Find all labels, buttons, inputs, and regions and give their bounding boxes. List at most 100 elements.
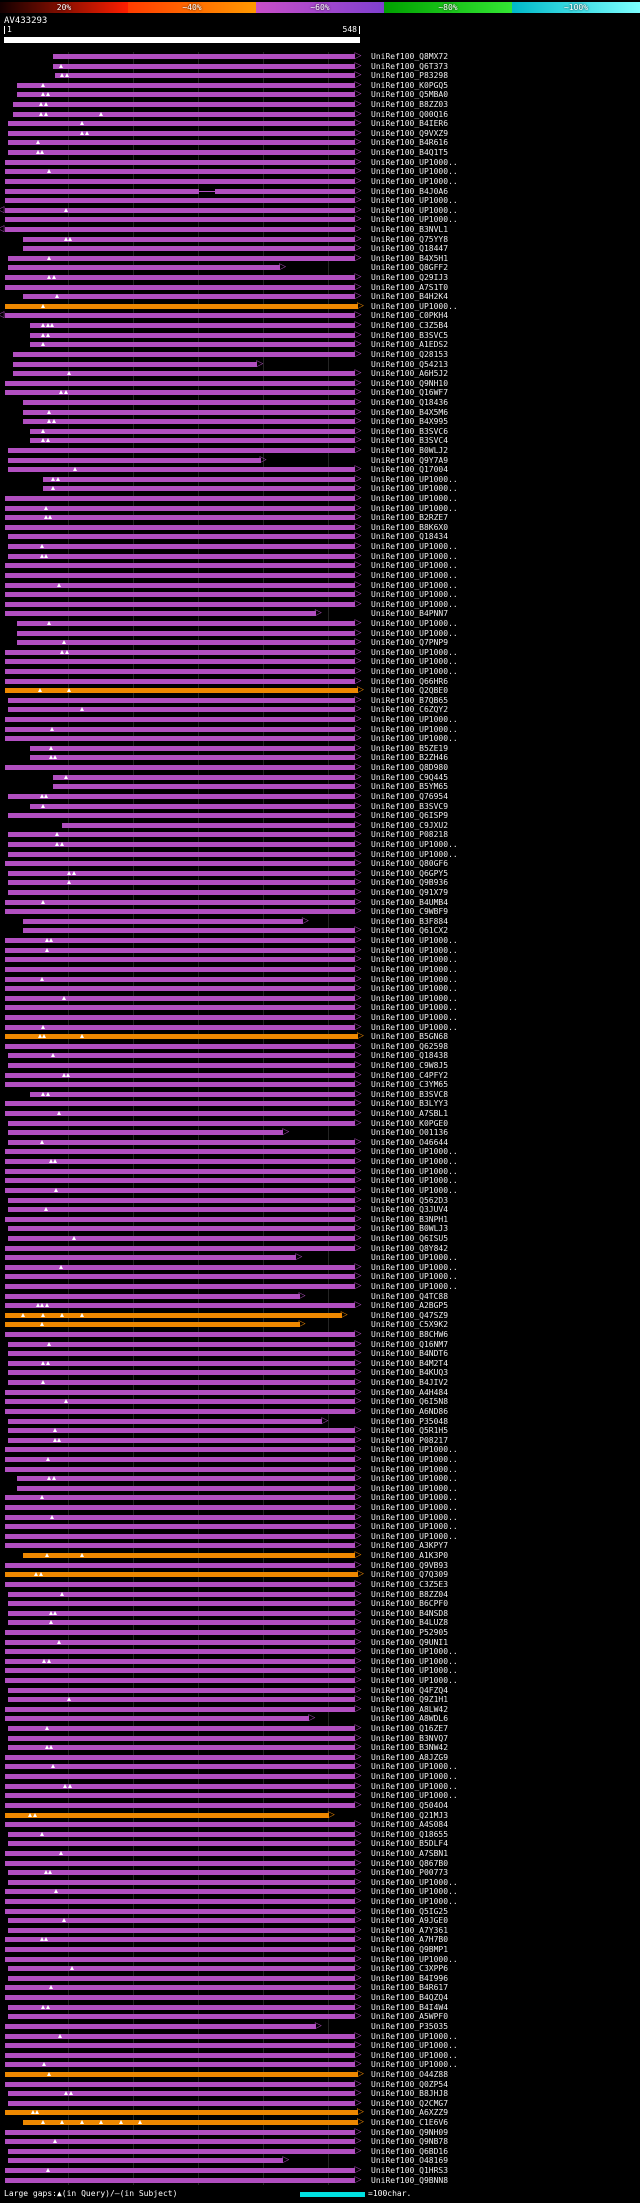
hit-label[interactable]: UniRef100_Q29IJ3 <box>371 273 449 283</box>
hit-label[interactable]: UniRef100_UP1000.. <box>371 1166 458 1176</box>
hit-label[interactable]: UniRef100_B4X995 <box>371 417 449 427</box>
hit-row[interactable]: ▷ UniRef100_UP1000.. <box>0 839 640 850</box>
hit-bar[interactable] <box>5 380 356 386</box>
hit-row[interactable]: ▷ UniRef100_A2BGP5 <box>0 1300 640 1311</box>
hit-row[interactable]: ▷ UniRef100_Q62598 <box>0 1041 640 1052</box>
hit-row[interactable]: ▷ UniRef100_Q66HR6 <box>0 676 640 687</box>
hit-row[interactable]: ▷ UniRef100_C9Q445 <box>0 772 640 783</box>
hit-bar[interactable] <box>5 572 356 578</box>
hit-label[interactable]: UniRef100_Q54213 <box>371 359 449 369</box>
hit-row[interactable]: ▷ UniRef100_UP1000.. <box>0 166 640 177</box>
hit-bar[interactable] <box>5 1716 310 1722</box>
hit-row[interactable]: ▷ UniRef100_C9W8J5 <box>0 1060 640 1071</box>
hit-bar[interactable] <box>7 880 356 886</box>
hit-row[interactable]: ▷ UniRef100_UP1000.. <box>0 214 640 225</box>
hit-row[interactable]: ▷ UniRef100_UP1000.. <box>0 541 640 552</box>
hit-bar[interactable] <box>13 371 356 377</box>
hit-bar[interactable] <box>7 544 356 550</box>
hit-bar[interactable] <box>29 342 356 348</box>
hit-row[interactable]: ▷ UniRef100_UP1000.. <box>0 714 640 725</box>
hit-bar[interactable] <box>7 447 356 453</box>
hit-bar[interactable] <box>7 1437 356 1443</box>
hit-row[interactable]: ▷ UniRef100_B4NSD8 <box>0 1608 640 1619</box>
hit-label[interactable]: UniRef100_UP1000.. <box>371 667 458 676</box>
hit-bar[interactable] <box>5 1543 356 1549</box>
hit-bar[interactable] <box>5 1408 356 1414</box>
hit-label[interactable]: UniRef100_Q504O4 <box>371 1800 449 1810</box>
hit-bar[interactable] <box>5 669 356 674</box>
hit-row[interactable]: ▷ UniRef100_UP1000.. <box>0 945 640 956</box>
hit-label[interactable]: UniRef100_C9Q445 <box>371 772 449 782</box>
hit-bar[interactable] <box>5 1043 356 1049</box>
hit-bar[interactable] <box>5 515 356 521</box>
hit-row[interactable]: ▷ UniRef100_C4PFY2 <box>0 1070 640 1081</box>
hit-label[interactable]: UniRef100_Q18438 <box>371 1051 449 1061</box>
hit-label[interactable]: UniRef100_UP1000.. <box>371 176 458 186</box>
hit-label[interactable]: UniRef100_C5X9K2 <box>371 1320 449 1330</box>
hit-row[interactable]: ▷ UniRef100_B8JHJ8 <box>0 2088 640 2099</box>
hit-label[interactable]: UniRef100_UP1000.. <box>371 570 458 580</box>
hit-bar[interactable] <box>7 150 356 156</box>
hit-bar[interactable] <box>5 390 356 396</box>
hit-row[interactable]: ▷ UniRef100_Q7Q309 <box>0 1569 640 1580</box>
hit-row[interactable]: ▷ UniRef100_UP1000.. <box>0 993 640 1004</box>
hit-row[interactable]: ▷ UniRef100_Q2CMG7 <box>0 2098 640 2109</box>
hit-bar[interactable] <box>52 54 356 59</box>
hit-row[interactable]: ▷ UniRef100_B4PNN7 <box>0 608 640 619</box>
hit-row[interactable]: ▷ UniRef100_Q5MBA0 <box>0 89 640 100</box>
hit-row[interactable]: ▷ UniRef100_O01136 <box>0 1127 640 1138</box>
hit-label[interactable]: UniRef100_UP1000.. <box>371 1531 458 1541</box>
hit-row[interactable]: ▷ UniRef100_UP1000.. <box>0 1012 640 1023</box>
hit-bar[interactable] <box>7 2004 356 2010</box>
hit-row[interactable]: ▷ UniRef100_Q8GFF2 <box>0 262 640 273</box>
hit-bar[interactable] <box>7 1601 356 1607</box>
hit-label[interactable]: UniRef100_Q76954 <box>371 791 449 801</box>
hit-bar[interactable] <box>5 1495 356 1501</box>
hit-bar[interactable] <box>5 1466 356 1472</box>
hit-label[interactable]: UniRef100_B4I996 <box>371 1973 449 1983</box>
hit-row[interactable]: ▷ UniRef100_UP1000.. <box>0 724 640 735</box>
hit-row[interactable]: ▷ UniRef100_B4LUZ8 <box>0 1617 640 1628</box>
hit-row[interactable]: ▷ UniRef100_B4J0A6 <box>0 186 640 197</box>
hit-row[interactable]: ▷ UniRef100_Q00Q16 <box>0 109 640 120</box>
hit-bar[interactable] <box>5 1178 356 1184</box>
hit-row[interactable]: ▷ UniRef100_Q61CX2 <box>0 925 640 936</box>
hit-label[interactable]: UniRef100_Q2CMG7 <box>371 2098 449 2108</box>
hit-row[interactable]: ▷ UniRef100_B3SVC8 <box>0 1089 640 1100</box>
hit-row[interactable]: ▷ UniRef100_UP1000.. <box>0 733 640 744</box>
hit-row[interactable]: ▷ UniRef100_B4NDT6 <box>0 1348 640 1359</box>
hit-label[interactable]: UniRef100_UP1000.. <box>371 503 458 513</box>
hit-label[interactable]: UniRef100_Q9BNN8 <box>371 2175 449 2185</box>
hit-row[interactable]: ▷ UniRef100_P52905 <box>0 1627 640 1638</box>
hit-row[interactable]: ▷ UniRef100_P35048 <box>0 1416 640 1427</box>
hit-bar[interactable] <box>29 428 356 434</box>
hit-bar[interactable] <box>16 1476 356 1482</box>
hit-row[interactable]: ▷ UniRef100_Q6ISP9 <box>0 810 640 821</box>
hit-bar[interactable] <box>5 2062 356 2068</box>
hit-row[interactable]: ▷ UniRef100_Q54213 <box>0 359 640 370</box>
hit-row[interactable]: ▷ UniRef100_P83298 <box>0 70 640 81</box>
hit-bar[interactable] <box>7 793 356 799</box>
hit-row[interactable]: ▷ UniRef100_UP1000.. <box>0 954 640 965</box>
hit-bar[interactable] <box>5 2043 356 2049</box>
hit-label[interactable]: UniRef100_A1K3P0 <box>371 1551 449 1561</box>
hit-row[interactable]: ▷ UniRef100_Q21MJ3 <box>0 1810 640 1821</box>
hit-label[interactable]: UniRef100_B0WLJ2 <box>371 445 449 455</box>
hit-row[interactable]: ▷ UniRef100_B4I996 <box>0 1973 640 1984</box>
hit-row[interactable]: ▷ UniRef100_UP1000.. <box>0 1954 640 1965</box>
hit-row[interactable]: ▷ UniRef100_Q6T373 <box>0 61 640 72</box>
hit-label[interactable]: UniRef100_K0PGE0 <box>371 1118 449 1128</box>
hit-bar[interactable] <box>5 2052 356 2058</box>
hit-label[interactable]: UniRef100_B4NSD8 <box>371 1608 449 1618</box>
hit-row[interactable]: ▷ UniRef100_P35035 <box>0 2021 640 2032</box>
hit-bar[interactable] <box>54 73 356 79</box>
hit-label[interactable]: UniRef100_A6H5J2 <box>371 369 449 379</box>
hit-label[interactable]: UniRef100_UP1000.. <box>371 1493 458 1503</box>
hit-label[interactable]: UniRef100_Q18655 <box>371 1829 449 1839</box>
hit-bar[interactable] <box>5 1572 359 1578</box>
hit-label[interactable]: UniRef100_UP1000.. <box>371 618 458 628</box>
hit-label[interactable]: UniRef100_Q16ZE7 <box>371 1724 449 1734</box>
hit-bar[interactable] <box>5 207 356 213</box>
hit-label[interactable]: UniRef100_B3NW42 <box>371 1743 449 1753</box>
hit-bar[interactable] <box>5 1524 356 1530</box>
